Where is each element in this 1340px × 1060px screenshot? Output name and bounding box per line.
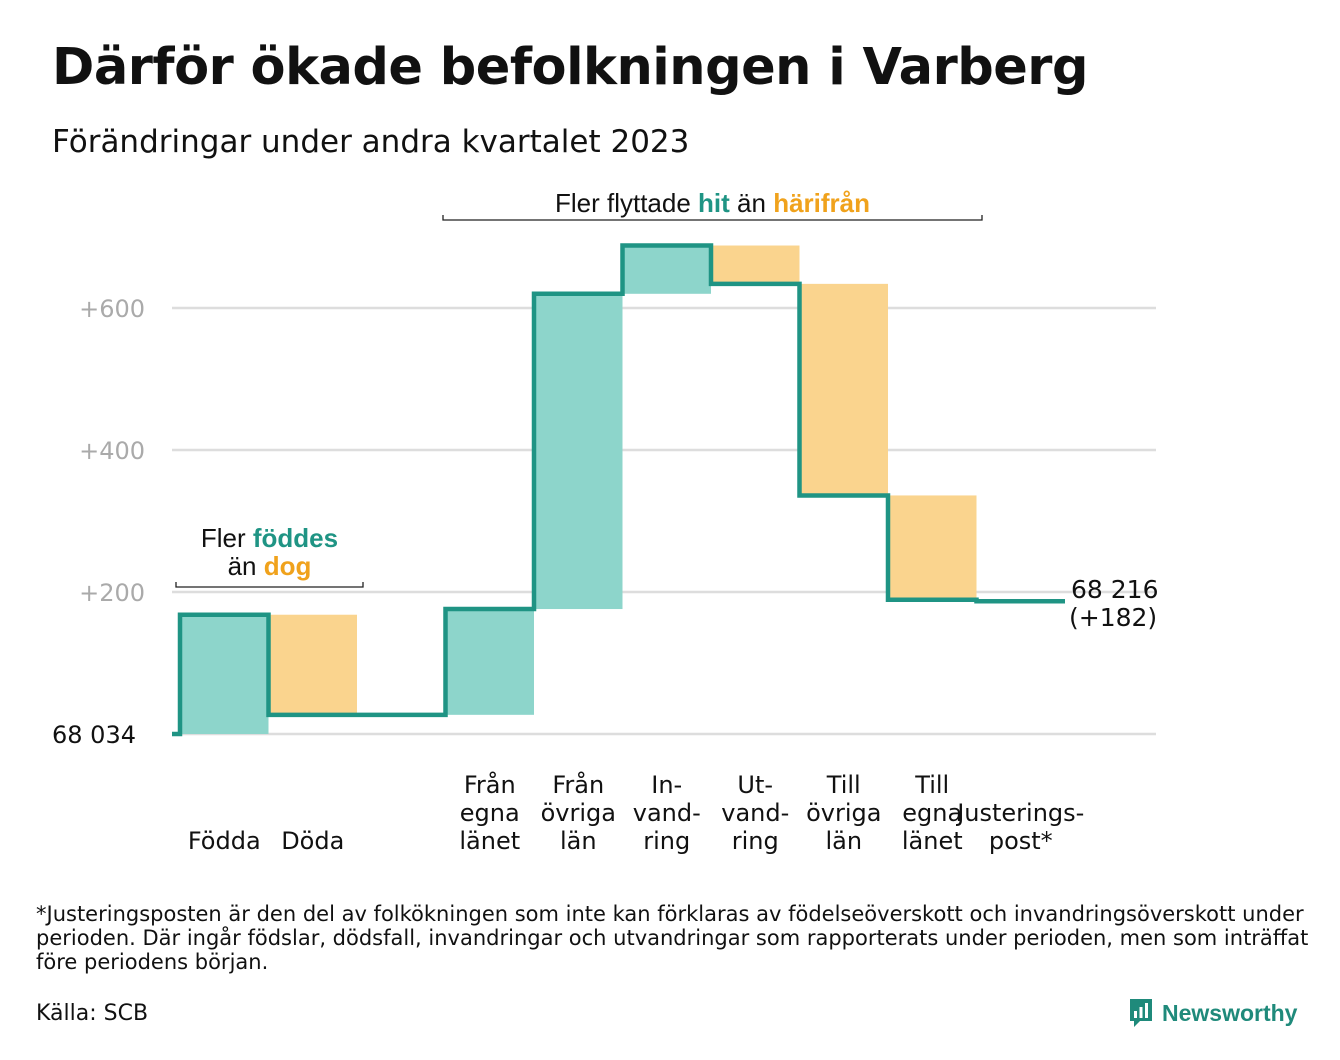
end-change-label: (+182) <box>1069 603 1157 632</box>
chart-subtitle: Förändringar under andra kvartalet 2023 <box>52 124 690 160</box>
y-tick-label: +400 <box>79 437 145 465</box>
bar-decrease <box>268 614 357 715</box>
category-label: Ut-vand-ring <box>721 771 789 855</box>
category-label: Justerings-post* <box>955 799 1084 855</box>
step-line-path <box>172 243 1065 737</box>
births-annotation-line2: än dog <box>228 551 312 581</box>
step-line <box>172 243 1065 737</box>
y-tick-label: +200 <box>79 579 145 607</box>
chart-title: Därför ökade befolkningen i Varberg <box>52 38 1088 97</box>
births-bracket <box>175 582 364 588</box>
bar-increase <box>445 609 534 715</box>
bar-increase <box>622 245 711 294</box>
category-label: In-vand-ring <box>633 771 701 855</box>
moves-annotation: Fler flyttade hit än härifrån <box>555 188 870 218</box>
category-labels: 68 034 Födda Döda Från egna länet Från övriga lä… <box>52 575 1158 855</box>
gridlines: +200 +400 +600 <box>79 295 1156 736</box>
bars <box>180 245 977 734</box>
end-value-label: 68 216 <box>1071 575 1158 604</box>
category-label: Från övriga län <box>541 770 616 855</box>
bar-decrease <box>888 495 977 600</box>
category-label: Till egna länet <box>902 771 963 855</box>
births-annotation-line1: Fler föddes <box>201 523 338 553</box>
category-label: Döda <box>281 827 344 855</box>
source-label: Källa: SCB <box>36 1001 149 1026</box>
footnote: *Justeringsposten är den del av folkökni… <box>36 902 1309 974</box>
waterfall-chart: +200 +400 +600 68 034 Födda Döda Från egna läne… <box>52 188 1158 855</box>
brand-name: Newsworthy <box>1162 999 1298 1026</box>
category-label: Födda <box>188 827 261 855</box>
bar-increase <box>534 293 623 610</box>
y-tick-label: +600 <box>79 295 145 323</box>
bar-decrease <box>799 283 888 496</box>
bar-increase <box>180 614 269 734</box>
moves-bracket <box>442 215 983 221</box>
newsworthy-logo-icon <box>1130 999 1152 1027</box>
brand-logo: Newsworthy <box>1128 995 1297 1031</box>
category-label: Till övriga län <box>806 771 881 855</box>
category-label: Från egna länet <box>459 770 520 855</box>
start-value-label: 68 034 <box>52 721 136 749</box>
bar-decrease <box>711 245 800 284</box>
